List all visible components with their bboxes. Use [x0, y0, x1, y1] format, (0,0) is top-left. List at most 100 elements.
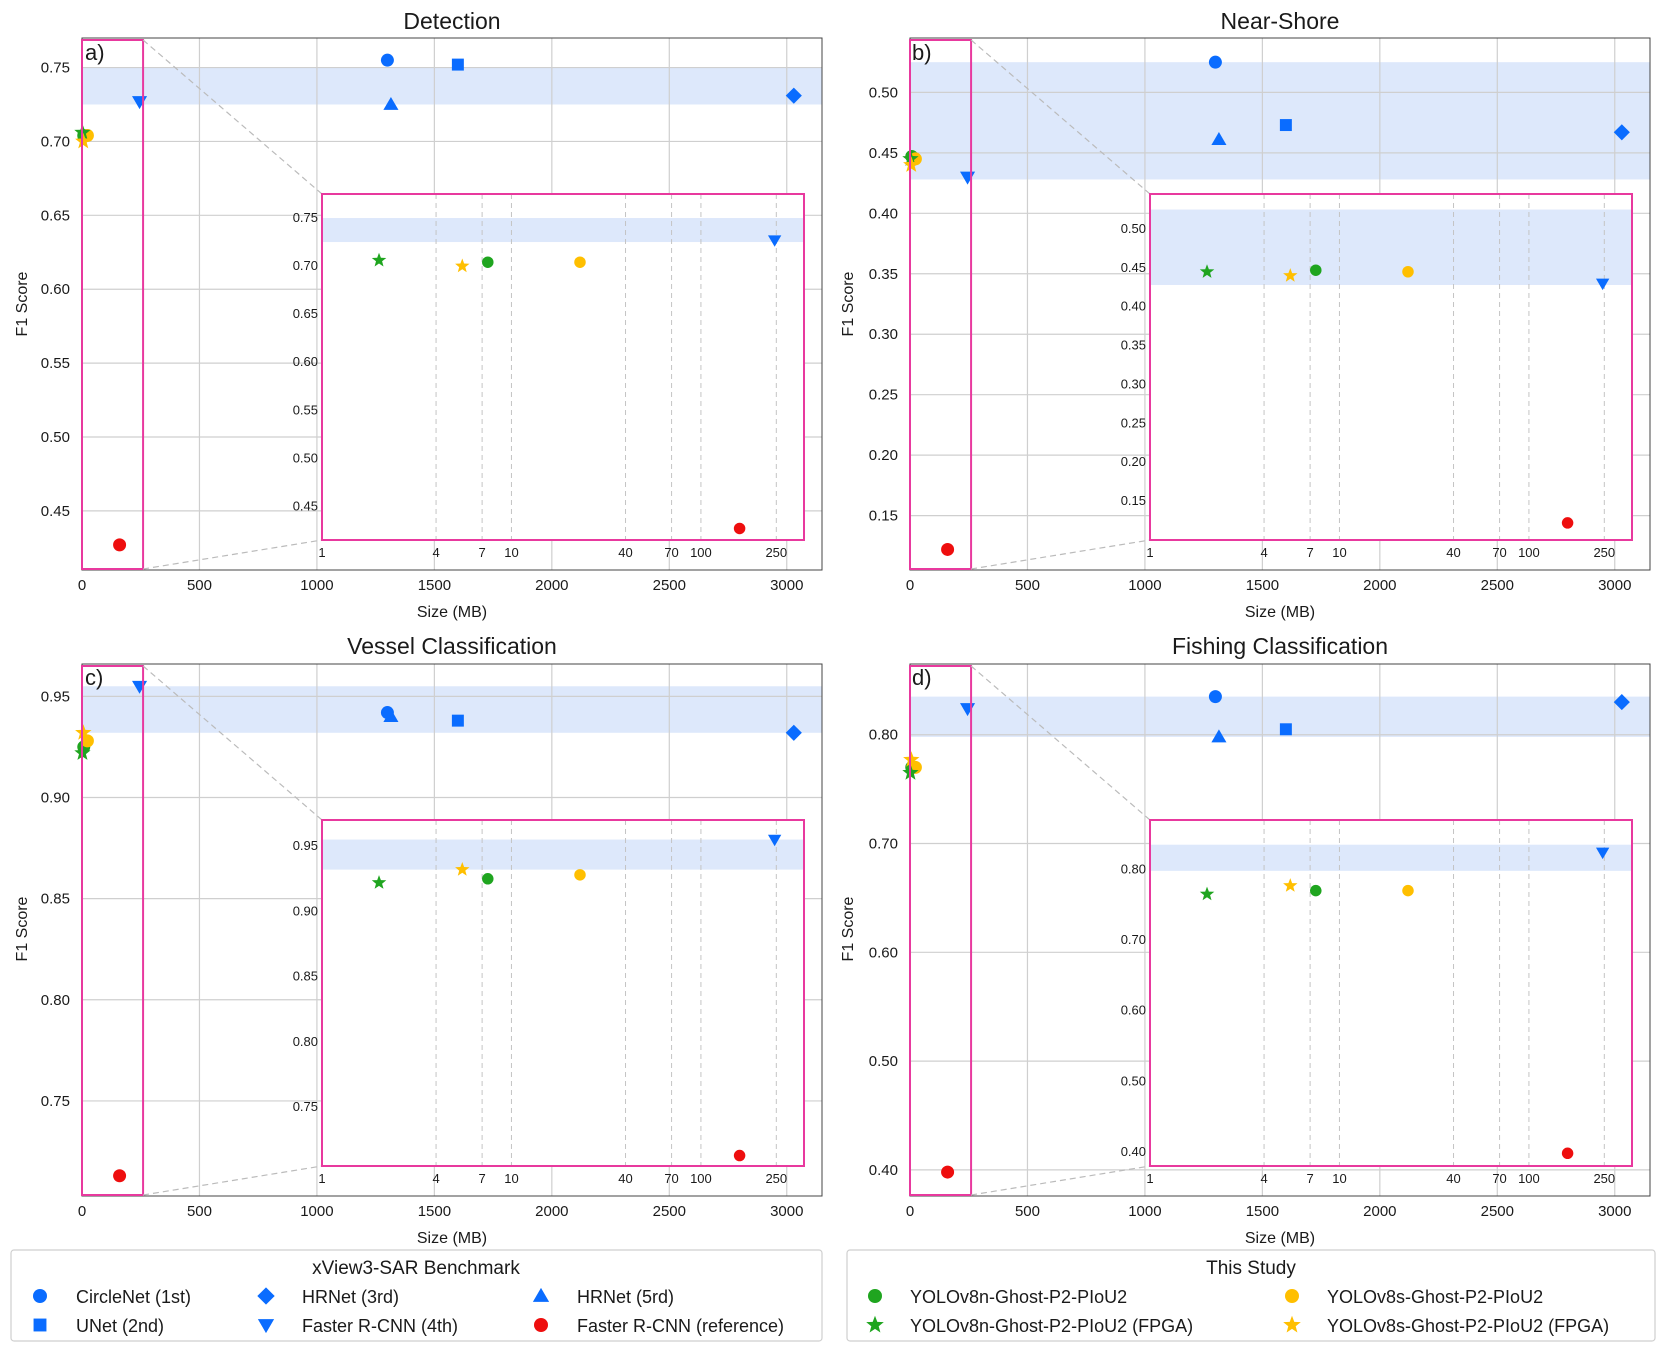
data-point [903, 751, 920, 767]
y-tick-label: 0.35 [869, 266, 898, 283]
inset-frame [321, 193, 805, 541]
inset-y-tick-label: 0.85 [293, 969, 318, 984]
y-tick-label: 0.80 [41, 992, 70, 1009]
y-tick-label: 0.55 [41, 355, 70, 372]
inset-data-point [1595, 278, 1610, 291]
legend-entry: YOLOv8n-Ghost-P2-PIoU2 (FPGA) [866, 1315, 1193, 1336]
legend-marker-shape [868, 1289, 882, 1303]
inset-plot-area [1150, 820, 1632, 1166]
data-point [1613, 694, 1630, 711]
legend-label: Faster R-CNN (4th) [302, 1316, 458, 1336]
zoom-connector [142, 1165, 323, 1196]
legend-entry: HRNet (5rd) [532, 1287, 674, 1307]
inset-x-tick-label: 7 [478, 545, 485, 560]
x-tick-label: 1000 [300, 1203, 333, 1220]
inset-y-tick-label: 0.45 [293, 498, 318, 513]
legend-entry: Faster R-CNN (4th) [257, 1316, 458, 1336]
inset-data-point [733, 522, 746, 535]
inset-x-tick-label: 100 [1518, 545, 1540, 560]
inset-y-tick-label: 0.20 [1121, 454, 1146, 469]
inset-data-point [455, 862, 470, 876]
y-tick-label: 0.30 [869, 326, 898, 343]
y-tick-label: 0.25 [869, 387, 898, 404]
legend-marker-shape [866, 1315, 884, 1333]
y-axis-label: F1 Score [840, 271, 857, 336]
legend-entry: UNet (2nd) [33, 1316, 164, 1336]
x-tick-label: 2000 [535, 1203, 568, 1220]
inset-data-point [1199, 886, 1215, 901]
inset-data-point [371, 875, 387, 889]
inset-frame [1149, 819, 1633, 1167]
zoom-connector [970, 539, 1151, 570]
zoom-inset: 1 4 7 10 40 70 100 250 0.75 0.80 0.85 0.90 0.95 [293, 819, 805, 1186]
inset-x-tick-label: 70 [664, 1171, 678, 1186]
y-tick-label: 0.40 [869, 1162, 898, 1179]
x-tick-label: 500 [1015, 577, 1040, 594]
legend-marker [257, 1319, 275, 1334]
legend-marker [532, 1287, 550, 1302]
inset-y-tick-label: 0.60 [1121, 1003, 1146, 1018]
inset-x-tick-label: 4 [1260, 545, 1267, 560]
inset-x-tick-label: 10 [1332, 545, 1346, 560]
y-tick-label: 0.20 [869, 447, 898, 464]
x-tick-label: 2500 [1481, 577, 1514, 594]
inset-x-tick-label: 4 [432, 1171, 439, 1186]
legend-entry: HRNet (3rd) [257, 1287, 399, 1307]
inset-data-point [574, 256, 586, 268]
inset-x-tick-label: 250 [1593, 545, 1615, 560]
legend-marker-shape [532, 1287, 550, 1302]
inset-data-point [1283, 878, 1298, 892]
legend-marker [866, 1315, 884, 1333]
inset-y-tick-label: 0.50 [1121, 221, 1146, 236]
y-axis-label: F1 Score [14, 271, 31, 336]
inset-data-point [455, 258, 470, 273]
data-point [1208, 690, 1222, 704]
inset-x-tick-label: 250 [765, 1171, 787, 1186]
y-tick-label: 0.75 [41, 60, 70, 77]
legend-label: Faster R-CNN (reference) [577, 1316, 784, 1336]
inset-x-tick-label: 1 [318, 1171, 325, 1186]
data-point [113, 1169, 127, 1183]
data-point [451, 58, 464, 71]
inset-y-tick-label: 0.40 [1121, 1144, 1146, 1159]
zoom-region-box [81, 39, 145, 570]
legend-study: This Study YOLOv8n-Ghost-P2-PIoU2 YOLOv8… [846, 1249, 1656, 1342]
legend-entry: YOLOv8s-Ghost-P2-PIoU2 (FPGA) [1283, 1315, 1609, 1336]
legend-label: YOLOv8s-Ghost-P2-PIoU2 (FPGA) [1327, 1316, 1609, 1336]
legend-marker-shape [33, 1318, 47, 1332]
y-tick-label: 0.15 [869, 508, 898, 525]
data-point [75, 132, 92, 149]
x-tick-label: 2500 [653, 1203, 686, 1220]
benchmark-range-band [82, 67, 822, 105]
legend-marker-shape [257, 1319, 275, 1334]
inset-y-tick-label: 0.60 [293, 354, 318, 369]
inset-data-point [1402, 884, 1414, 897]
legend-benchmark: xView3-SAR Benchmark CircleNet (1st) HRN… [10, 1249, 823, 1342]
legend-label: HRNet (5rd) [577, 1287, 674, 1307]
inset-data-point [1283, 268, 1298, 282]
legend-title: xView3-SAR Benchmark [312, 1258, 520, 1279]
inset-x-tick-label: 70 [1492, 1171, 1506, 1186]
y-tick-label: 0.40 [869, 205, 898, 222]
data-point [903, 156, 920, 172]
y-tick-label: 0.65 [41, 207, 70, 224]
inset-data-point [574, 869, 586, 881]
inset-x-tick-label: 1 [318, 545, 325, 560]
zoom-region-box [909, 665, 973, 1196]
zoom-connector [142, 539, 323, 570]
y-tick-label: 0.45 [869, 145, 898, 162]
inset-y-tick-label: 0.70 [293, 258, 318, 273]
zoom-region-box [909, 39, 973, 570]
x-axis-label: Size (MB) [1245, 604, 1315, 621]
x-tick-label: 3000 [1598, 577, 1631, 594]
y-tick-label: 0.50 [869, 1053, 898, 1070]
x-axis-label: Size (MB) [1245, 1230, 1315, 1247]
zoom-inset: 1 4 7 10 40 70 100 250 0.15 0.20 0.25 0.30 0.35 0.40 0… [1121, 193, 1633, 560]
x-tick-label: 2000 [1363, 1203, 1396, 1220]
inset-data-point [1199, 264, 1215, 278]
y-tick-label: 0.60 [869, 944, 898, 961]
legend-marker-shape [534, 1318, 548, 1332]
inset-benchmark-band [322, 839, 804, 870]
legend-marker-shape [1285, 1289, 1299, 1303]
panel-label: a) [85, 40, 105, 65]
